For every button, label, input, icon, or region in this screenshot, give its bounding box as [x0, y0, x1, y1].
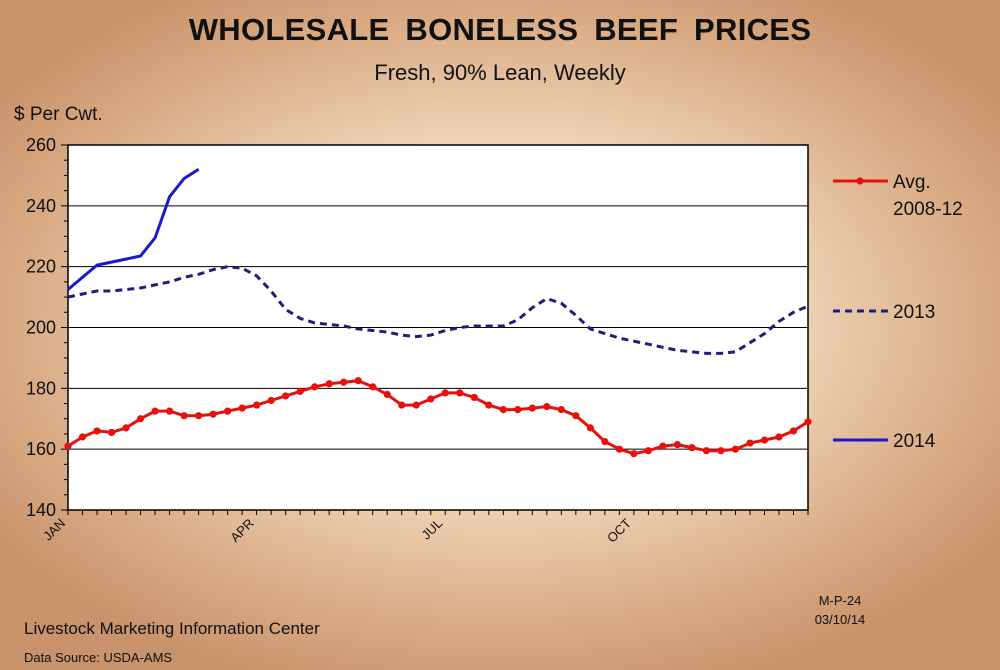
data-point [136, 415, 145, 423]
y-tick-label: 140 [26, 500, 56, 520]
data-point [64, 442, 72, 450]
legend-label: 2014 [893, 431, 936, 452]
chart-subtitle: Fresh, 90% Lean, Weekly [374, 60, 626, 85]
data-point [659, 442, 667, 450]
data-point [543, 402, 551, 411]
chart-title: WHOLESALE BONELESS BEEF PRICES [188, 12, 812, 47]
data-point [325, 380, 333, 388]
data-source-text: Data Source: USDA-AMS [24, 650, 173, 665]
data-point [267, 396, 275, 405]
y-tick-label: 240 [26, 196, 56, 216]
data-point [630, 450, 638, 458]
data-point [165, 407, 174, 415]
data-point [456, 389, 464, 397]
data-point [557, 406, 565, 414]
data-point [804, 418, 812, 426]
data-point [485, 401, 493, 409]
data-point [470, 393, 478, 402]
data-point [688, 444, 696, 452]
credit-text: Livestock Marketing Information Center [24, 619, 320, 638]
data-point [282, 392, 290, 400]
data-point [93, 427, 101, 435]
y-tick-label: 180 [26, 378, 56, 398]
data-point [194, 412, 203, 420]
data-point [122, 424, 130, 432]
y-tick-label: 260 [26, 135, 56, 155]
data-point [514, 406, 522, 414]
data-point [398, 401, 406, 409]
x-tick-label: APR [227, 516, 257, 546]
data-point [586, 424, 594, 432]
legend-label: 2008-12 [893, 199, 963, 220]
data-point [209, 410, 217, 418]
data-point [296, 387, 304, 395]
series-line-avg-2008-12 [67, 379, 809, 456]
data-point [615, 445, 623, 453]
data-point [180, 412, 188, 420]
data-point [717, 447, 725, 455]
data-point [340, 378, 348, 386]
y-tick-label: 160 [26, 439, 56, 459]
data-point [151, 407, 159, 415]
series-line-2013 [67, 265, 809, 355]
data-point [383, 390, 391, 399]
x-tick-label: OCT [604, 515, 634, 545]
data-point [601, 437, 609, 446]
data-point [441, 389, 449, 397]
x-tick-label: JUL [418, 516, 445, 543]
y-tick-label: 220 [26, 257, 56, 277]
data-point [78, 433, 87, 441]
data-point [746, 439, 754, 447]
data-point [224, 407, 232, 415]
legend-label: Avg. [893, 172, 931, 193]
data-point [731, 445, 740, 453]
data-point [253, 401, 261, 409]
data-point [760, 436, 769, 444]
data-point [354, 377, 362, 385]
legend-label: 2013 [893, 302, 935, 323]
data-point [238, 404, 246, 412]
legend-marker [856, 177, 864, 185]
data-point [572, 412, 580, 420]
data-point [673, 441, 682, 449]
data-point [528, 404, 536, 412]
y-axis-label: $ Per Cwt. [14, 104, 103, 125]
data-point [369, 383, 377, 391]
data-point [427, 395, 435, 403]
data-point [107, 428, 116, 437]
chart-date: 03/10/14 [814, 612, 866, 627]
data-point [311, 383, 319, 391]
series-line-2014 [67, 168, 200, 291]
data-point [499, 406, 507, 414]
chart-code: M-P-24 [818, 593, 862, 608]
data-point [775, 433, 783, 441]
data-point [412, 401, 420, 409]
data-point [789, 427, 798, 435]
data-point [702, 447, 711, 455]
y-tick-label: 200 [26, 318, 56, 338]
data-point [644, 447, 652, 455]
